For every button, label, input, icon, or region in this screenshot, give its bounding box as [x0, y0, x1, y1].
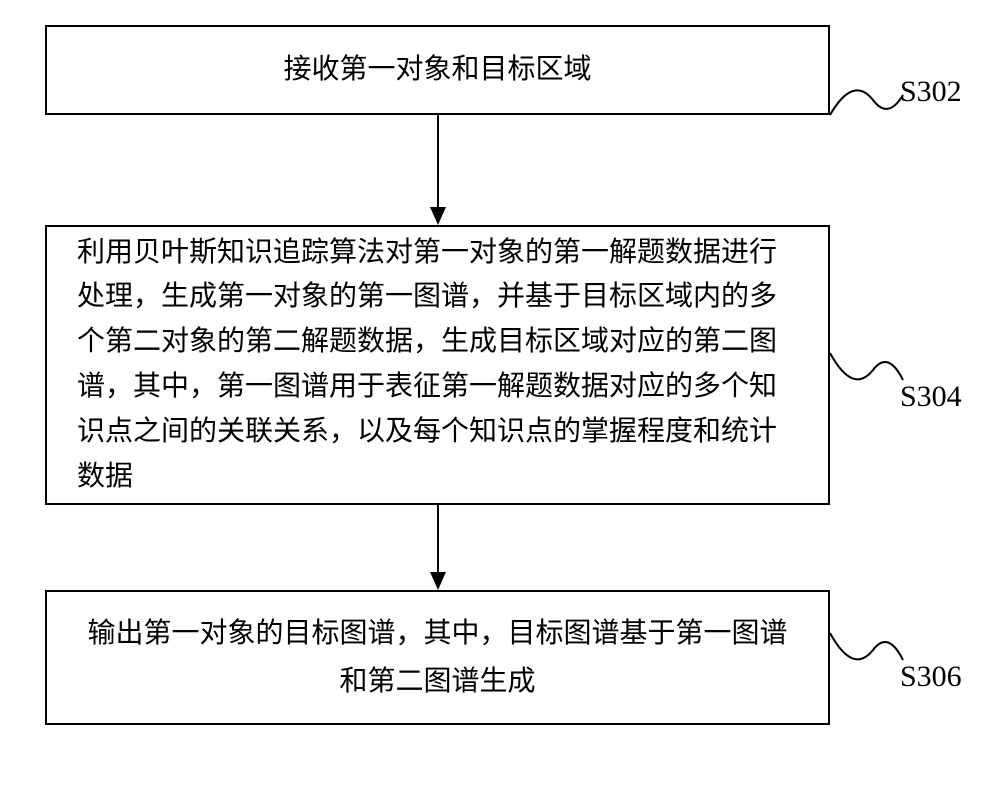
flow-box-s302: 接收第一对象和目标区域 [45, 25, 830, 115]
connector-s306 [828, 625, 908, 695]
flow-arrow-1 [45, 115, 830, 225]
flow-box-s306-text: 输出第一对象的目标图谱，其中，目标图谱基于第一图谱和第二图谱生成 [77, 610, 798, 705]
label-s306: S306 [900, 660, 962, 694]
label-s304: S304 [900, 380, 962, 414]
flow-box-s304: 利用贝叶斯知识追踪算法对第一对象的第一解题数据进行处理，生成第一对象的第一图谱，… [45, 225, 830, 505]
connector-s302 [828, 65, 908, 125]
connector-s304 [828, 345, 908, 415]
arrow-svg-2 [423, 505, 453, 590]
label-s302: S302 [900, 75, 962, 109]
flow-box-s306: 输出第一对象的目标图谱，其中，目标图谱基于第一图谱和第二图谱生成 [45, 590, 830, 725]
arrow-svg-1 [423, 115, 453, 225]
flow-box-s302-text: 接收第一对象和目标区域 [283, 49, 591, 91]
flow-arrow-2 [45, 505, 830, 590]
flow-box-s304-text: 利用贝叶斯知识追踪算法对第一对象的第一解题数据进行处理，生成第一对象的第一图谱，… [77, 231, 798, 500]
